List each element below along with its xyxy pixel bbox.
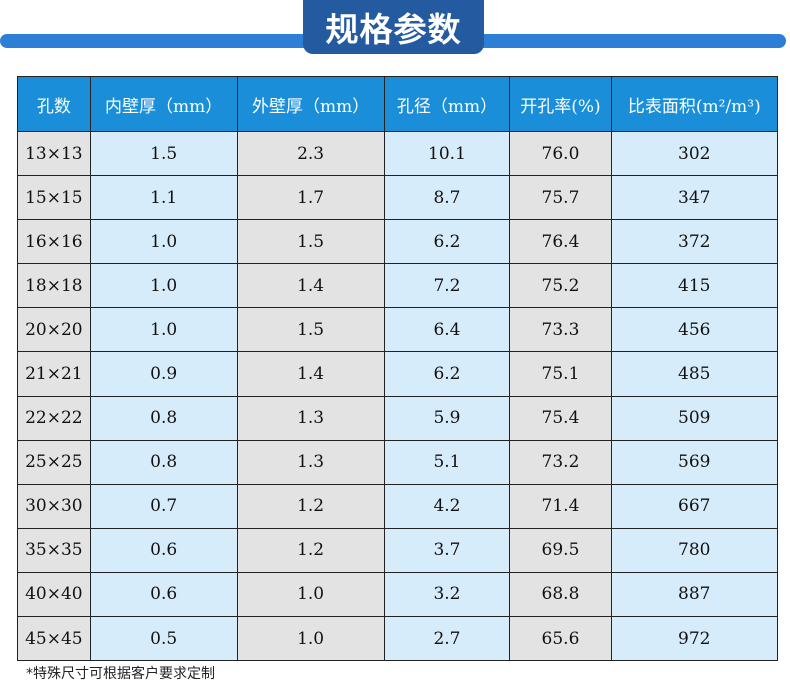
table-cell: 75.1 bbox=[509, 351, 612, 397]
table-cell: 1.4 bbox=[236, 351, 385, 397]
table-cell: 0.9 bbox=[89, 351, 238, 397]
table-cell: 1.1 bbox=[89, 175, 238, 221]
column-header: 比表面积(m²/m³) bbox=[610, 76, 779, 132]
table-cell: 65.6 bbox=[509, 616, 612, 662]
spec-table: 孔数 内壁厚（mm） 外壁厚（mm） 孔径（mm） 开孔率(%) 比表面积(m²/m³) … bbox=[17, 76, 779, 662]
table-cell: 75.7 bbox=[509, 175, 612, 221]
table-row: 40×40 0.6 1.0 3.2 68.8 887 bbox=[17, 571, 779, 618]
table-cell: 2.3 bbox=[236, 130, 385, 177]
table-cell: 71.4 bbox=[509, 483, 612, 529]
table-cell: 16×16 bbox=[17, 219, 91, 265]
page-title: 规格参数 bbox=[303, 0, 484, 54]
table-cell: 76.4 bbox=[509, 219, 612, 265]
table-cell: 1.3 bbox=[236, 395, 385, 441]
table-cell: 3.2 bbox=[383, 571, 511, 618]
table-cell: 569 bbox=[610, 439, 779, 485]
table-cell: 1.0 bbox=[236, 616, 385, 662]
table-cell: 5.1 bbox=[383, 439, 511, 485]
table-cell: 76.0 bbox=[509, 130, 612, 177]
table-cell: 3.7 bbox=[383, 527, 511, 573]
table-cell: 1.7 bbox=[236, 175, 385, 221]
table-cell: 972 bbox=[610, 616, 779, 662]
table-cell: 1.0 bbox=[89, 219, 238, 265]
column-header: 孔径（mm） bbox=[383, 76, 511, 132]
column-header: 开孔率(%) bbox=[509, 76, 612, 132]
table-cell: 25×25 bbox=[17, 439, 91, 485]
table-cell: 415 bbox=[610, 263, 779, 309]
table-row: 22×22 0.8 1.3 5.9 75.4 509 bbox=[17, 395, 779, 441]
table-cell: 887 bbox=[610, 571, 779, 618]
table-cell: 456 bbox=[610, 307, 779, 353]
table-cell: 1.5 bbox=[236, 307, 385, 353]
table-cell: 73.3 bbox=[509, 307, 612, 353]
table-row: 21×21 0.9 1.4 6.2 75.1 485 bbox=[17, 351, 779, 397]
table-cell: 21×21 bbox=[17, 351, 91, 397]
table-row: 25×25 0.8 1.3 5.1 73.2 569 bbox=[17, 439, 779, 485]
table-cell: 1.0 bbox=[89, 307, 238, 353]
table-cell: 1.4 bbox=[236, 263, 385, 309]
table-cell: 509 bbox=[610, 395, 779, 441]
column-header: 外壁厚（mm） bbox=[236, 76, 385, 132]
table-cell: 485 bbox=[610, 351, 779, 397]
table-cell: 4.2 bbox=[383, 483, 511, 529]
table-row: 30×30 0.7 1.2 4.2 71.4 667 bbox=[17, 483, 779, 529]
table-cell: 372 bbox=[610, 219, 779, 265]
table-cell: 15×15 bbox=[17, 175, 91, 221]
table-cell: 7.2 bbox=[383, 263, 511, 309]
table-cell: 75.2 bbox=[509, 263, 612, 309]
table-cell: 45×45 bbox=[17, 616, 91, 662]
table-cell: 0.7 bbox=[89, 483, 238, 529]
table-cell: 20×20 bbox=[17, 307, 91, 353]
table-cell: 0.8 bbox=[89, 395, 238, 441]
table-cell: 0.5 bbox=[89, 616, 238, 662]
table-cell: 8.7 bbox=[383, 175, 511, 221]
table-cell: 6.4 bbox=[383, 307, 511, 353]
table-cell: 1.5 bbox=[236, 219, 385, 265]
table-row: 16×16 1.0 1.5 6.2 76.4 372 bbox=[17, 219, 779, 265]
column-header: 孔数 bbox=[17, 76, 91, 132]
header-row: 孔数 内壁厚（mm） 外壁厚（mm） 孔径（mm） 开孔率(%) 比表面积(m²/m³) bbox=[17, 76, 779, 132]
table-cell: 0.6 bbox=[89, 571, 238, 618]
table-row: 13×13 1.5 2.3 10.1 76.0 302 bbox=[17, 130, 779, 177]
footnote: *特殊尺寸可根据客户要求定制 bbox=[26, 666, 215, 682]
table-cell: 6.2 bbox=[383, 219, 511, 265]
table-cell: 5.9 bbox=[383, 395, 511, 441]
table-cell: 10.1 bbox=[383, 130, 511, 177]
table-cell: 0.6 bbox=[89, 527, 238, 573]
table-cell: 780 bbox=[610, 527, 779, 573]
table-cell: 69.5 bbox=[509, 527, 612, 573]
table-cell: 1.5 bbox=[89, 130, 238, 177]
table-cell: 35×35 bbox=[17, 527, 91, 573]
table-cell: 75.4 bbox=[509, 395, 612, 441]
table-cell: 13×13 bbox=[17, 130, 91, 177]
table-row: 45×45 0.5 1.0 2.7 65.6 972 bbox=[17, 616, 779, 662]
table-cell: 347 bbox=[610, 175, 779, 221]
table-cell: 6.2 bbox=[383, 351, 511, 397]
table-cell: 40×40 bbox=[17, 571, 91, 618]
table-row: 20×20 1.0 1.5 6.4 73.3 456 bbox=[17, 307, 779, 353]
table-cell: 667 bbox=[610, 483, 779, 529]
table-row: 15×15 1.1 1.7 8.7 75.7 347 bbox=[17, 175, 779, 221]
table-row: 35×35 0.6 1.2 3.7 69.5 780 bbox=[17, 527, 779, 573]
table-cell: 1.2 bbox=[236, 483, 385, 529]
table-cell: 1.0 bbox=[236, 571, 385, 618]
table-cell: 1.2 bbox=[236, 527, 385, 573]
column-header: 内壁厚（mm） bbox=[89, 76, 238, 132]
table-cell: 18×18 bbox=[17, 263, 91, 309]
table-row: 18×18 1.0 1.4 7.2 75.2 415 bbox=[17, 263, 779, 309]
table-cell: 22×22 bbox=[17, 395, 91, 441]
table-cell: 1.0 bbox=[89, 263, 238, 309]
table-cell: 0.8 bbox=[89, 439, 238, 485]
table-cell: 30×30 bbox=[17, 483, 91, 529]
table-cell: 68.8 bbox=[509, 571, 612, 618]
table-cell: 1.3 bbox=[236, 439, 385, 485]
table-cell: 73.2 bbox=[509, 439, 612, 485]
table-cell: 2.7 bbox=[383, 616, 511, 662]
table-cell: 302 bbox=[610, 130, 779, 177]
